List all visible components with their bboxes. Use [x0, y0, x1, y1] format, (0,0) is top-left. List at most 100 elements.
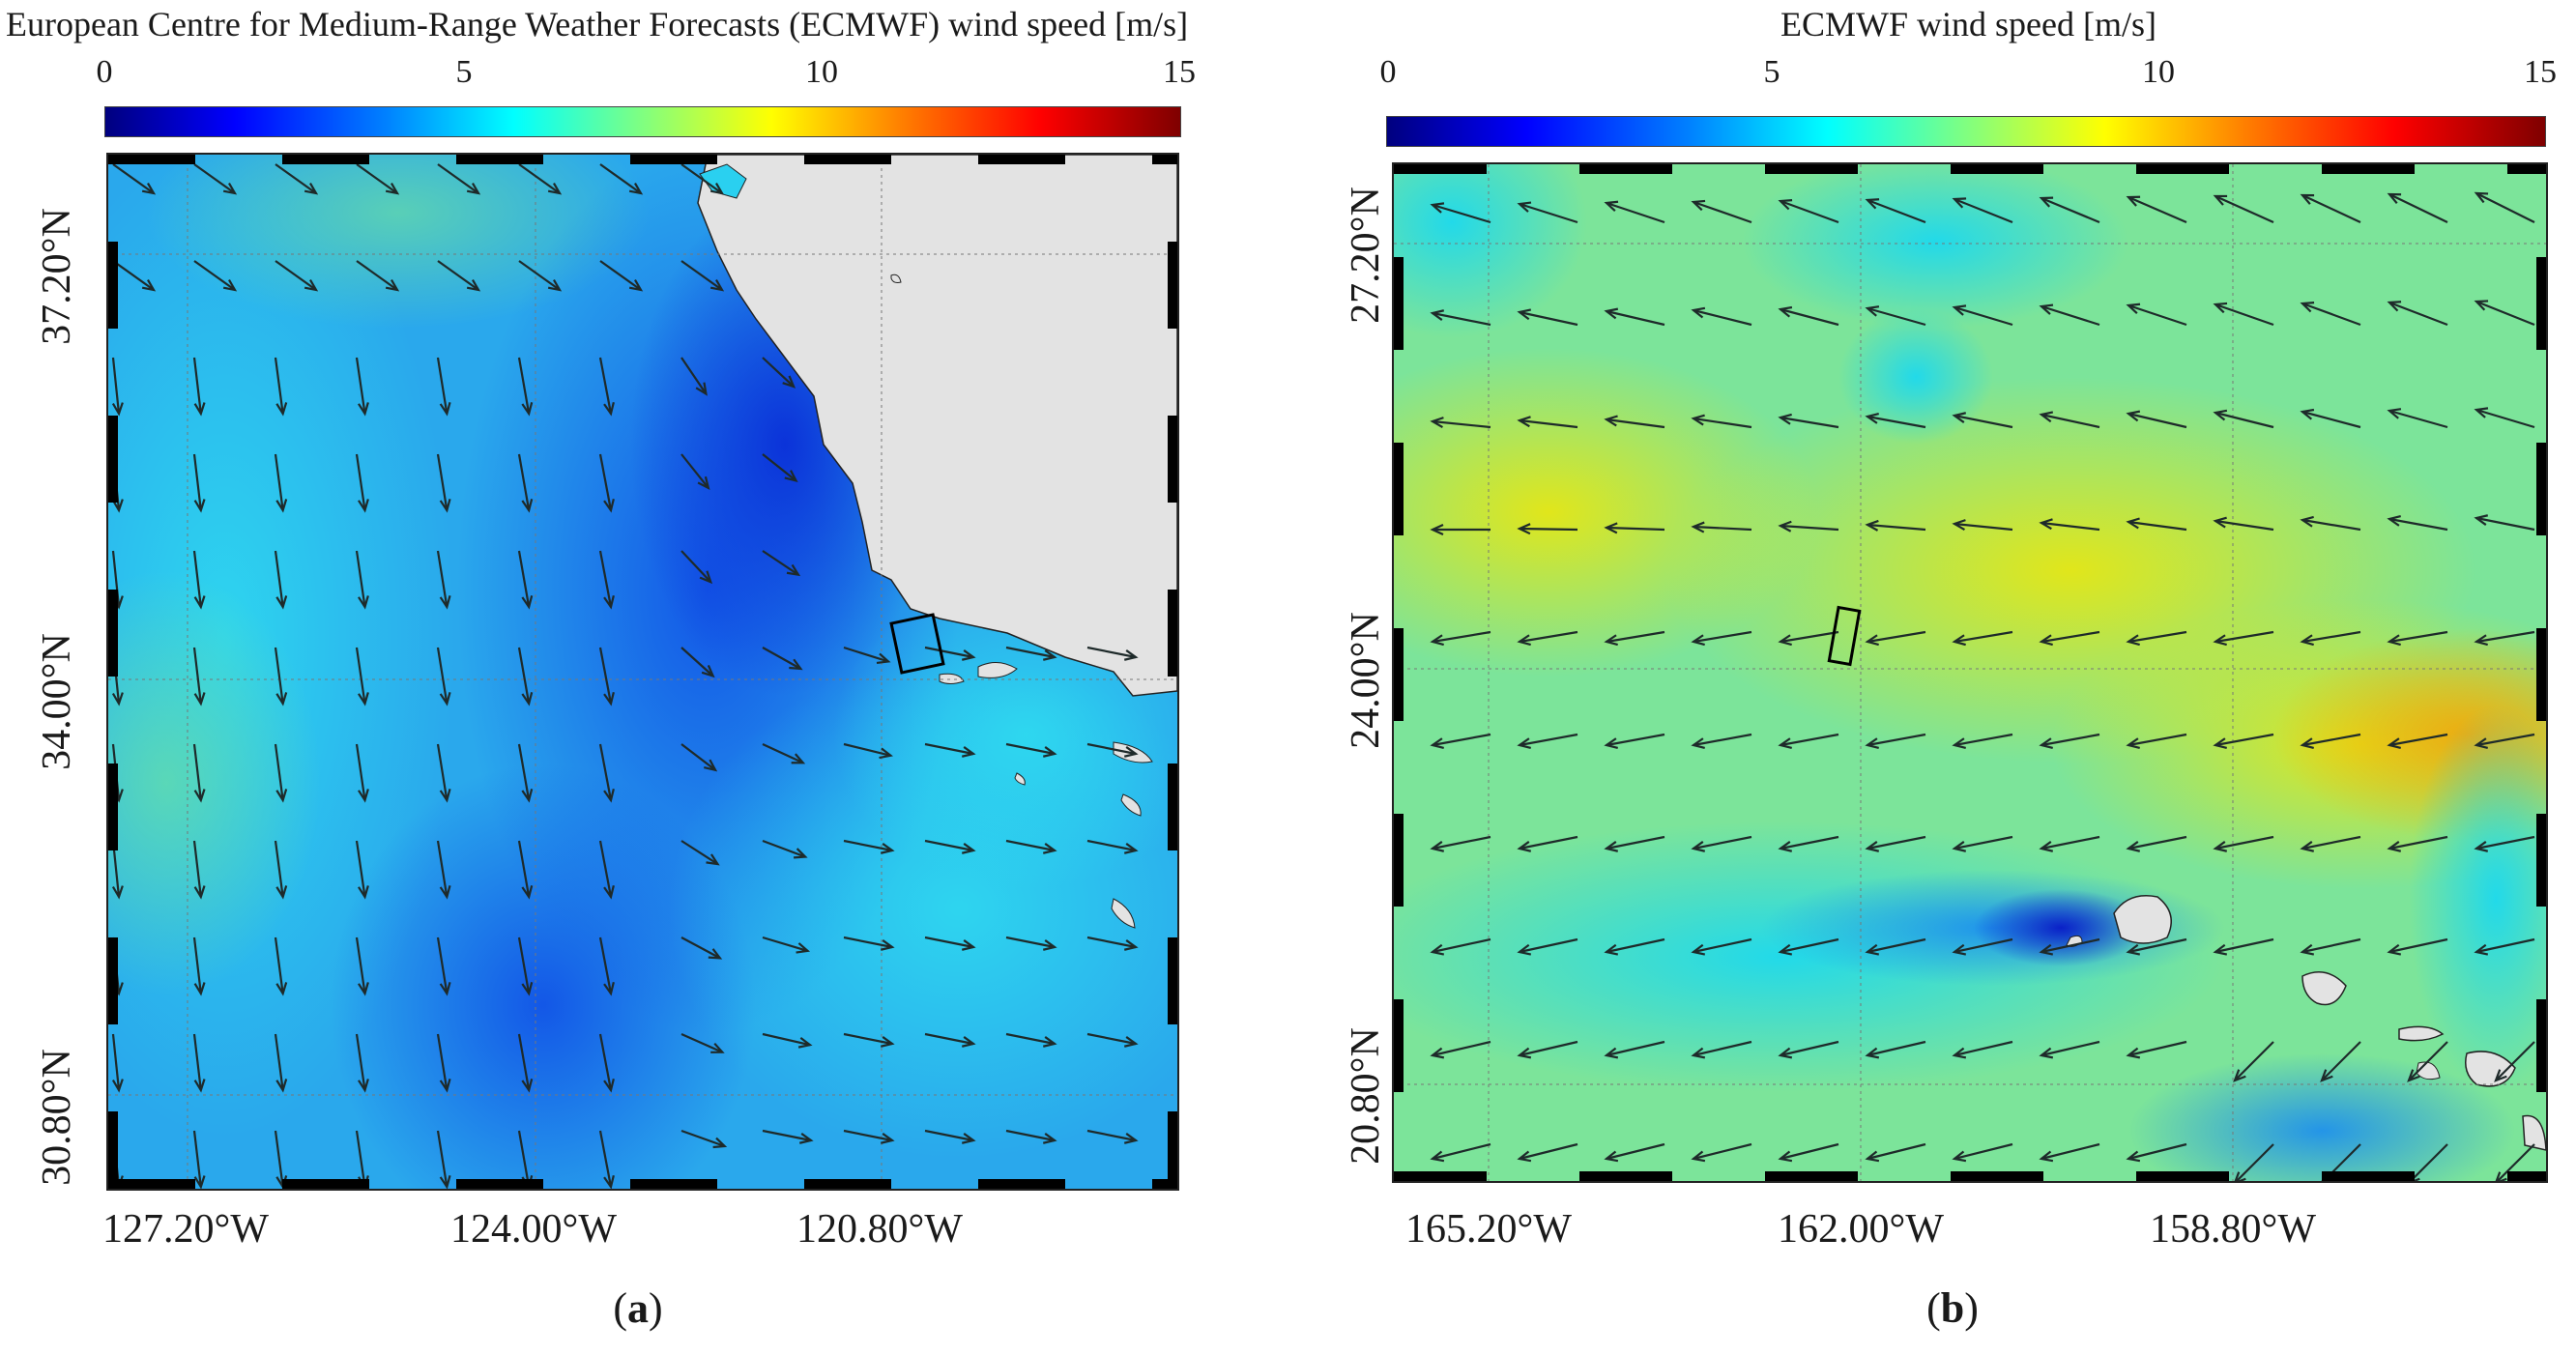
wind-arrow [762, 936, 811, 954]
wind-arrow [1691, 937, 1752, 956]
wind-arrow [1430, 937, 1491, 956]
frame-segment-top [108, 155, 195, 164]
wind-arrow [762, 839, 808, 859]
frame-segment-right [1168, 242, 1177, 329]
wind-arrow [1691, 306, 1752, 327]
wind-arrow [2474, 514, 2535, 532]
wind-arrow [1865, 1040, 1926, 1059]
wind-arrow [2474, 191, 2535, 223]
wind-arrow [112, 163, 157, 195]
wind-field-svg-b [1394, 164, 2546, 1181]
wind-arrow [1086, 1129, 1139, 1144]
wind-arrow [598, 840, 615, 900]
frame-segment-right [2536, 257, 2546, 350]
colorbar-tick-b-15: 15 [2524, 54, 2557, 90]
wind-arrow [843, 936, 895, 951]
wind-arrow [2039, 411, 2100, 429]
wind-arrow [274, 647, 288, 706]
wind-arrow [1604, 200, 1665, 224]
wind-arrow [924, 646, 976, 661]
wind-arrow [2494, 1041, 2535, 1082]
wind-arrow [437, 163, 481, 195]
wind-arrow [355, 550, 369, 610]
wind-arrow [1005, 936, 1057, 951]
wind-arrow [680, 163, 725, 195]
island-b-molokai [2398, 1025, 2445, 1042]
wind-arrow [1778, 835, 1839, 852]
caption-letter-a: a [627, 1284, 649, 1332]
wind-arrow [436, 357, 451, 417]
wind-arrow [2387, 937, 2448, 956]
frame-segment-right [2536, 999, 2546, 1092]
wind-arrow [1430, 1142, 1491, 1163]
wind-arrow [275, 163, 319, 195]
wind-arrow [355, 840, 369, 900]
wind-arrows-b [1430, 191, 2535, 1181]
frame-segment-left [1394, 257, 1404, 350]
wind-arrow [517, 453, 534, 513]
wind-arrow [2213, 937, 2274, 956]
wind-arrow [193, 260, 238, 292]
wind-arrow [517, 743, 534, 803]
frame-segment-left [108, 416, 118, 503]
wind-arrow [1430, 523, 1491, 536]
frame-segment-bottom [2322, 1171, 2415, 1181]
wind-arrow [2300, 515, 2361, 532]
wind-arrow [1865, 519, 1926, 532]
wind-zone-b-11 [2128, 1053, 2515, 1181]
wind-arrow [1005, 1032, 1057, 1048]
wind-arrow [2387, 301, 2448, 327]
frame-segment-right [1168, 416, 1177, 503]
wind-arrow [1430, 417, 1491, 429]
wind-arrow [680, 1129, 728, 1149]
wind-arrow [2474, 407, 2535, 429]
wind-arrow [598, 1130, 615, 1189]
wind-arrow [2234, 1143, 2274, 1181]
wind-arrow [680, 357, 708, 396]
frame-segment-top [456, 155, 543, 164]
wind-arrow [1952, 1142, 2013, 1163]
frame-segment-left [108, 590, 118, 677]
wind-arrow [2039, 630, 2100, 647]
wind-arrow [2300, 630, 2361, 647]
wind-arrow [2126, 937, 2187, 956]
island-b-hawaii [2522, 1114, 2546, 1151]
map-frame-ticks-a [108, 155, 1177, 1189]
wind-arrow [2320, 1041, 2361, 1082]
wind-arrow [843, 1129, 895, 1144]
wind-arrow [1952, 197, 2013, 224]
wind-arrow [2039, 937, 2100, 956]
wind-arrow [1086, 936, 1139, 951]
wind-arrow [1778, 305, 1839, 327]
frame-segment-bottom [630, 1179, 717, 1189]
wind-arrow [436, 743, 451, 803]
wind-arrow [2213, 733, 2274, 750]
wind-zone-b-5 [1742, 164, 2128, 329]
wind-arrow [2300, 733, 2361, 750]
wind-arrow [275, 260, 319, 292]
wind-arrow [1778, 520, 1839, 533]
wind-arrow [1691, 521, 1752, 533]
study-area-box-b [1827, 605, 1862, 667]
wind-arrow [762, 1129, 814, 1144]
wind-arrow [192, 647, 206, 706]
wind-arrow [2213, 516, 2274, 532]
wind-arrow [2387, 733, 2448, 750]
wind-arrow [598, 936, 615, 996]
wind-arrow [680, 260, 725, 292]
colorbar-b [1386, 116, 2546, 147]
island-a-1 [977, 662, 1018, 678]
wind-arrow [1778, 630, 1839, 647]
wind-arrow [192, 743, 206, 803]
wind-arrow [1691, 414, 1752, 429]
wind-arrow [192, 840, 206, 900]
wind-arrow [1778, 413, 1839, 429]
wind-arrow [1604, 1142, 1665, 1163]
wind-arrow [193, 163, 238, 195]
colorbar-tick-b-5: 5 [1763, 54, 1780, 90]
wind-arrow [517, 647, 534, 706]
wind-arrow [436, 1130, 451, 1189]
wind-arrow [2387, 408, 2448, 429]
wind-arrow [1430, 733, 1491, 750]
wind-arrow [924, 936, 976, 951]
